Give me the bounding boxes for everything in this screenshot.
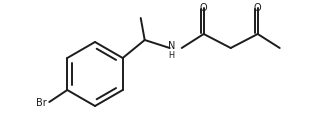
Text: O: O	[200, 3, 208, 13]
Text: N: N	[168, 41, 175, 51]
Text: H: H	[169, 51, 175, 60]
Text: O: O	[254, 3, 262, 13]
Text: Br: Br	[36, 98, 46, 108]
